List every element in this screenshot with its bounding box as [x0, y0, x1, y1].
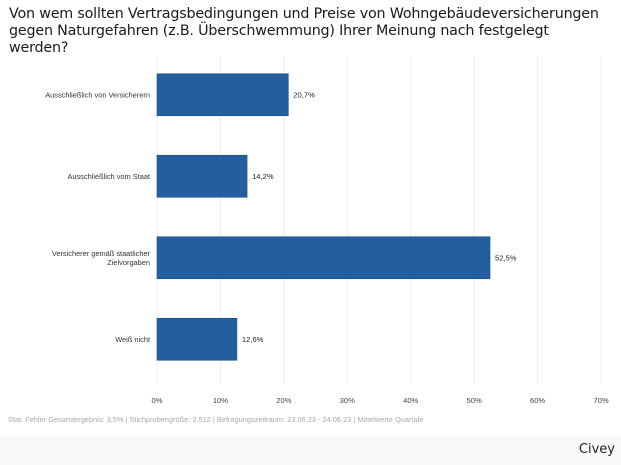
value-label: 12,6%: [242, 335, 264, 344]
x-tick-label: 0%: [152, 396, 163, 405]
chart-title: Von wem sollten Vertragsbedingungen und …: [9, 6, 599, 56]
x-axis-ticks: 0% 10% 20% 30% 40% 50% 60% 70%: [152, 396, 609, 405]
category-label: Versicherer gemäß staatlicher: [52, 249, 151, 258]
x-tick-label: 60%: [530, 396, 545, 405]
footnote: Stat. Fehler Gesamtergebnis: 3,5% | Stic…: [8, 415, 424, 424]
category-label: Ausschließlich von Versicherern: [45, 90, 150, 99]
bars: [156, 73, 491, 361]
category-label: Weiß nicht: [115, 335, 150, 344]
bar: [156, 317, 238, 361]
value-labels: 20,7% 14,2% 52,5% 12,6%: [242, 90, 517, 344]
value-label: 20,7%: [293, 90, 315, 99]
bar-chart: Ausschließlich von Versicherern Ausschlie…: [45, 56, 609, 405]
category-labels: Ausschließlich von Versicherern Ausschlie…: [45, 90, 150, 344]
value-label: 52,5%: [495, 253, 517, 262]
x-tick-label: 40%: [403, 396, 418, 405]
bar: [156, 154, 248, 198]
x-tick-label: 20%: [276, 396, 291, 405]
x-tick-label: 70%: [593, 396, 608, 405]
bar: [156, 236, 491, 280]
value-label: 14,2%: [252, 172, 274, 181]
x-tick-label: 50%: [467, 396, 482, 405]
brand-logo: Civey: [578, 442, 615, 457]
bar: [156, 73, 289, 117]
category-label: Ausschließlich vom Staat: [67, 172, 150, 181]
x-tick-label: 10%: [213, 396, 228, 405]
footer-bar: Civey: [0, 436, 621, 465]
category-label: Zielvorgaben: [107, 258, 150, 267]
x-tick-label: 30%: [340, 396, 355, 405]
